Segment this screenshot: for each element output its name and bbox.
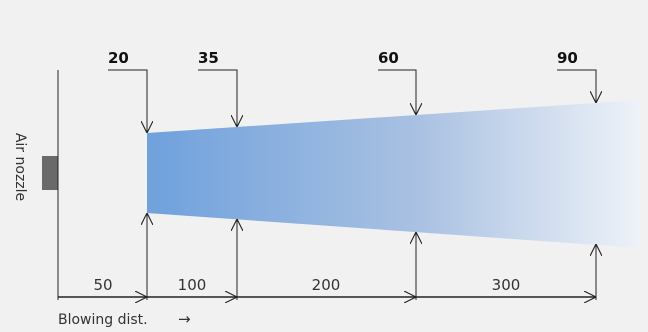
air-nozzle: [42, 156, 58, 190]
nozzle-label: Air nozzle: [12, 133, 28, 201]
blowing-distance-label: Blowing dist.: [58, 312, 148, 328]
right-arrow-icon: →: [178, 310, 191, 328]
width-marker-90: 90: [557, 49, 596, 300]
width-label-90: 90: [557, 49, 578, 67]
width-marker-35: 35: [198, 49, 237, 300]
width-marker-60: 60: [378, 49, 416, 300]
air-jet-cone: [147, 100, 640, 248]
distance-label-100: 100: [178, 276, 207, 294]
distance-label-300: 300: [492, 276, 521, 294]
width-label-60: 60: [378, 49, 399, 67]
width-label-35: 35: [198, 49, 219, 67]
width-marker-20: 20: [108, 49, 147, 300]
distance-label-200: 200: [312, 276, 341, 294]
width-label-20: 20: [108, 49, 129, 67]
distance-label-50: 50: [93, 276, 112, 294]
